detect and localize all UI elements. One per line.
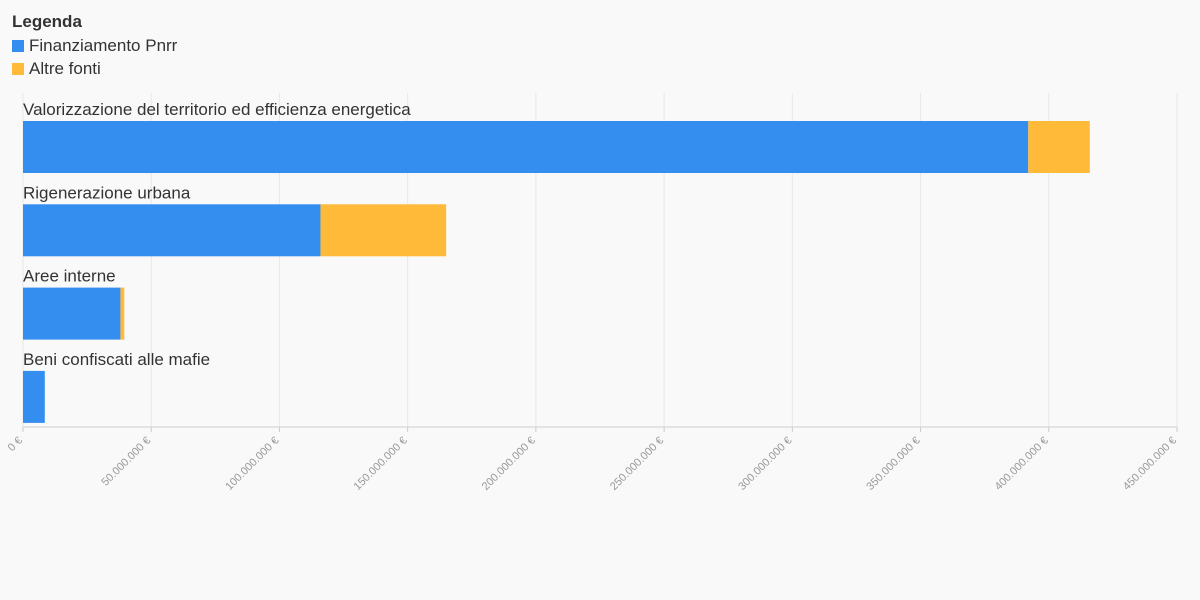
legend-title: Legenda — [12, 12, 82, 31]
legend-swatch-altre-fonti — [12, 63, 24, 75]
legend-label-pnrr: Finanziamento Pnrr — [29, 36, 178, 55]
legend: Legenda Finanziamento Pnrr Altre fonti — [12, 12, 177, 82]
x-tick-label: 0 € — [6, 435, 25, 454]
x-tick-label: 350.000.000 € — [864, 435, 922, 493]
bar-altre-fonti — [320, 204, 447, 257]
bar-finanziamento-pnrr — [23, 204, 321, 257]
category-label: Rigenerazione urbana — [23, 183, 191, 202]
category-label: Aree interne — [23, 267, 116, 286]
legend-swatch-pnrr — [12, 40, 24, 52]
x-tick-label: 300.000.000 € — [736, 435, 794, 493]
bar-finanziamento-pnrr — [23, 287, 121, 340]
x-tick-label: 400.000.000 € — [993, 435, 1051, 493]
x-tick-label: 200.000.000 € — [480, 435, 538, 493]
legend-label-altre-fonti: Altre fonti — [29, 59, 101, 78]
category-label: Valorizzazione del territorio ed efficie… — [23, 100, 411, 119]
x-tick-label: 250.000.000 € — [608, 435, 666, 493]
legend-item-pnrr: Finanziamento Pnrr — [12, 36, 177, 56]
x-tick-label: 450.000.000 € — [1121, 435, 1179, 493]
category-label: Beni confiscati alle mafie — [23, 350, 210, 369]
x-tick-label: 150.000.000 € — [352, 435, 410, 493]
bar-altre-fonti — [1028, 121, 1090, 173]
bar-altre-fonti — [120, 287, 125, 340]
x-tick-label: 50.000.000 € — [99, 435, 153, 489]
legend-item-altre-fonti: Altre fonti — [12, 59, 177, 79]
bar-finanziamento-pnrr — [23, 370, 45, 423]
bar-finanziamento-pnrr — [23, 121, 1029, 173]
x-tick-label: 100.000.000 € — [223, 435, 281, 493]
